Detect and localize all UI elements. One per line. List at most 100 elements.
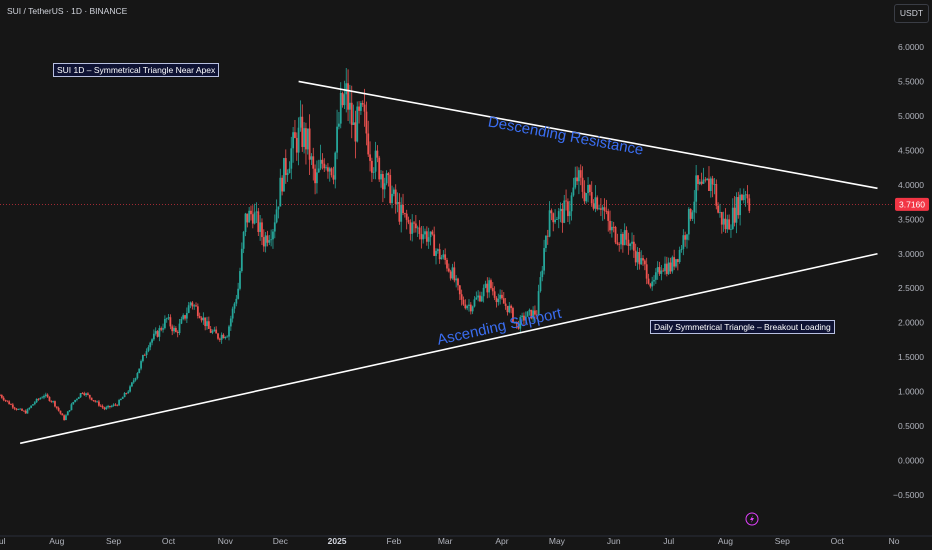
candle-body	[0, 395, 1, 396]
lightning-icon[interactable]	[745, 512, 759, 526]
candle-body	[163, 319, 166, 329]
resistance-trendline[interactable]	[298, 80, 878, 190]
candle-body	[391, 193, 393, 203]
price-tick-label: 0.0000	[898, 456, 924, 466]
candle-body	[305, 128, 307, 150]
candle-body	[702, 179, 705, 184]
candle-body	[35, 398, 38, 403]
price-tick-label: 2.5000	[898, 283, 924, 293]
candle-body	[735, 197, 738, 223]
candle-body	[213, 329, 216, 332]
candle-body	[491, 288, 494, 292]
candle-body	[68, 410, 71, 412]
candle-body	[140, 361, 142, 369]
candle-body	[160, 328, 163, 330]
candle-body	[11, 404, 14, 408]
candle-body	[737, 197, 740, 216]
candle-body	[96, 401, 98, 403]
candle-body	[288, 168, 291, 174]
candle-body	[409, 222, 412, 234]
time-axis[interactable]: Jul Aug Sep Oct Nov Dec 2025 Feb Mar Apr May Jun Jul…	[0, 536, 900, 546]
price-tick-label: 0.5000	[898, 421, 924, 431]
candle-body	[46, 394, 49, 397]
time-tick-label: Aug	[718, 536, 733, 546]
support-trendline[interactable]	[19, 252, 878, 445]
candle-body	[165, 318, 168, 320]
candle-body	[347, 83, 349, 110]
time-tick-label: Sep	[106, 536, 121, 546]
candle-body	[625, 230, 628, 240]
candle-body	[466, 305, 469, 309]
candle-body	[524, 316, 527, 321]
candle-body	[206, 321, 208, 327]
candle-body	[570, 195, 573, 212]
candle-body	[537, 291, 540, 316]
candle-body	[634, 250, 637, 263]
candle-body	[218, 338, 221, 340]
candle-body	[614, 226, 617, 243]
candle-body	[356, 106, 359, 142]
candle-body	[286, 173, 289, 176]
price-tick-label: 5.5000	[898, 76, 924, 86]
candle-body	[61, 413, 64, 416]
candle-body	[156, 331, 159, 337]
candle-body	[222, 334, 225, 339]
candle-body	[336, 126, 338, 153]
candle-body	[609, 220, 611, 231]
candle-body	[746, 194, 749, 199]
candle-body	[451, 267, 454, 279]
bottom-note-label[interactable]: Daily Symmetrical Triangle – Breakout Lo…	[650, 320, 835, 334]
candle-body	[526, 311, 529, 317]
candle-body	[374, 150, 377, 172]
candle-body	[193, 305, 196, 307]
candle-body	[284, 158, 287, 176]
top-note-label[interactable]: SUI 1D – Symmetrical Triangle Near Apex	[53, 63, 220, 77]
candle-body	[731, 207, 734, 229]
candle-body	[345, 83, 348, 95]
candle-body	[24, 410, 27, 414]
candle-body	[706, 178, 709, 181]
candle-body	[231, 308, 234, 319]
candle-body	[354, 122, 357, 142]
candle-body	[248, 210, 251, 223]
candle-body	[581, 177, 584, 192]
price-tick-label: 3.0000	[898, 249, 924, 259]
candle-body	[107, 405, 109, 408]
candle-body	[352, 122, 355, 125]
candle-body	[376, 150, 379, 158]
candle-body	[171, 326, 174, 332]
trendlines-layer[interactable]	[19, 80, 878, 445]
currency-button[interactable]: USDT	[894, 4, 929, 23]
candle-body	[264, 235, 267, 247]
candle-body	[534, 310, 536, 315]
candle-body	[468, 304, 470, 306]
candle-body	[138, 368, 141, 374]
candle-body	[515, 321, 518, 325]
candle-body	[695, 175, 698, 202]
candle-body	[495, 297, 498, 303]
candle-body	[709, 178, 712, 192]
candle-body	[444, 254, 447, 260]
candle-body	[389, 175, 392, 203]
price-tick-label: 1.0000	[898, 387, 924, 397]
candle-body	[546, 235, 549, 237]
candle-body	[504, 303, 507, 306]
candle-body	[158, 328, 161, 337]
candle-body	[662, 270, 665, 272]
candle-body	[339, 93, 342, 124]
candle-body	[730, 228, 732, 230]
price-tick-label: 6.0000	[898, 42, 924, 52]
candle-body	[623, 230, 626, 246]
candle-body	[629, 243, 632, 247]
candle-body	[198, 316, 201, 318]
candle-body	[180, 318, 183, 324]
price-tick-label: 3.5000	[898, 214, 924, 224]
price-axis[interactable]: 6.0000 5.5000 5.0000 4.5000 4.0000 3.5000 3.00…	[893, 42, 924, 500]
candle-body	[687, 208, 690, 235]
candle-body	[693, 201, 696, 213]
candle-body	[680, 248, 683, 250]
candle-body	[585, 193, 588, 202]
price-tick-label: 5.0000	[898, 111, 924, 121]
candle-body	[636, 252, 639, 263]
